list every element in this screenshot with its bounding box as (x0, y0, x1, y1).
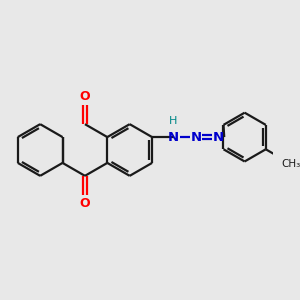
Text: N: N (213, 130, 224, 144)
Text: O: O (80, 90, 90, 103)
Text: O: O (80, 197, 90, 210)
Text: N: N (168, 130, 179, 144)
Text: N: N (190, 130, 201, 144)
Text: CH₃: CH₃ (281, 159, 300, 169)
Text: H: H (169, 116, 177, 126)
